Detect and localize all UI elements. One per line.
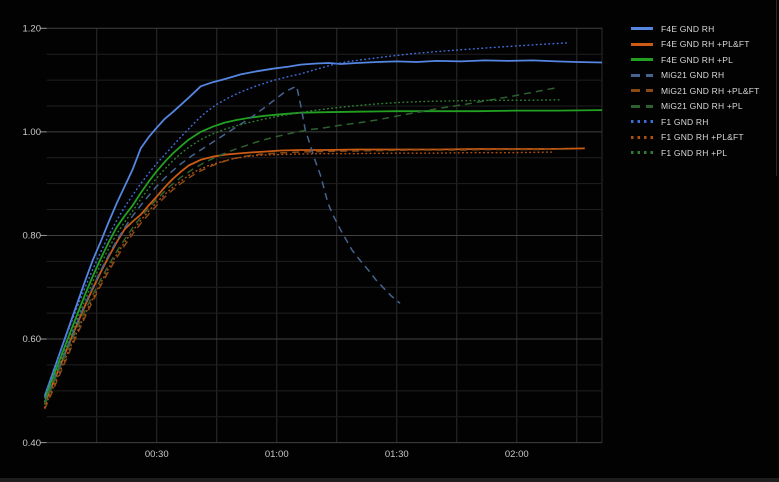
series-line-mig21-gnd-rh-pl-ft: [44, 148, 569, 410]
dotted-line-swatch-icon: [631, 151, 653, 155]
legend-label: MiG21 GND RH +PL: [661, 101, 743, 112]
legend-item-mig21-gnd-rh-pl[interactable]: MiG21 GND RH +PL: [631, 99, 760, 115]
legend-item-f4e-gnd-rh-pl-ft[interactable]: F4E GND RH +PL&FT: [631, 37, 760, 53]
series-line-f1-gnd-rh: [43, 42, 570, 397]
legend-item-f1-gnd-rh-pl-ft[interactable]: F1 GND RH +PL&FT: [631, 130, 760, 146]
series-line-f4e-gnd-rh: [43, 59, 603, 397]
legend-item-f1-gnd-rh[interactable]: F1 GND RH: [631, 114, 760, 130]
series-line-f4e-gnd-rh-pl: [43, 109, 603, 399]
legend-label: F1 GND RH: [661, 116, 709, 127]
x-tick-label: 01:30: [385, 449, 409, 460]
series-line-f1-gnd-rh-pl-ft: [43, 151, 553, 409]
solid-line-swatch-icon: [631, 42, 653, 46]
y-tick-label: 1.20: [23, 24, 42, 35]
dashed-line-swatch-icon: [631, 89, 653, 93]
y-tick-label: 1.00: [23, 127, 42, 138]
x-tick-label: 00:30: [145, 449, 169, 460]
series-line-f1-gnd-rh-pl: [43, 99, 563, 402]
legend-item-f1-gnd-rh-pl[interactable]: F1 GND RH +PL: [631, 145, 760, 161]
legend-label: F1 GND RH +PL&FT: [661, 132, 744, 143]
dotted-line-swatch-icon: [631, 135, 653, 139]
series-lines: [43, 42, 603, 410]
legend-item-f4e-gnd-rh-pl[interactable]: F4E GND RH +PL: [631, 52, 760, 68]
dashed-line-swatch-icon: [631, 104, 653, 108]
legend-item-mig21-gnd-rh[interactable]: MiG21 GND RH: [631, 68, 760, 84]
legend-item-mig21-gnd-rh-pl-ft[interactable]: MiG21 GND RH +PL&FT: [631, 83, 760, 99]
legend-item-f4e-gnd-rh[interactable]: F4E GND RH: [631, 21, 760, 37]
window-bottom-edge: [0, 478, 779, 482]
legend-label: MiG21 GND RH: [661, 70, 725, 81]
series-line-mig21-gnd-rh-pl: [44, 86, 559, 406]
series-line-f4e-gnd-rh-pl-ft: [43, 147, 585, 405]
legend-label: F4E GND RH +PL: [661, 54, 733, 65]
legend-label: F4E GND RH +PL&FT: [661, 39, 750, 50]
chart-legend: F4E GND RH F4E GND RH +PL&FT F4E GND RH +P…: [631, 21, 760, 161]
legend-label: F4E GND RH: [661, 23, 715, 34]
legend-label: F1 GND RH +PL: [661, 147, 728, 158]
x-tick-label: 01:00: [265, 449, 289, 460]
solid-line-swatch-icon: [631, 58, 653, 62]
x-axis-labels: 00:30 01:00 01:30 02:00: [145, 449, 529, 460]
dotted-line-swatch-icon: [631, 120, 653, 124]
y-tick-label: 0.60: [23, 334, 42, 345]
x-tick-label: 02:00: [505, 449, 529, 460]
legend-label: MiG21 GND RH +PL&FT: [661, 85, 760, 96]
y-tick-label: 0.80: [23, 231, 42, 242]
y-tick-label: 0.40: [23, 438, 42, 449]
dashed-line-swatch-icon: [631, 73, 653, 77]
grid-layer: [40, 27, 603, 444]
series-line-mig21-gnd-rh: [44, 85, 401, 403]
solid-line-swatch-icon: [631, 27, 653, 31]
panel-edge-divider: [776, 0, 777, 176]
y-axis-labels: 0.40 0.60 0.80 1.00 1.20: [23, 24, 42, 449]
